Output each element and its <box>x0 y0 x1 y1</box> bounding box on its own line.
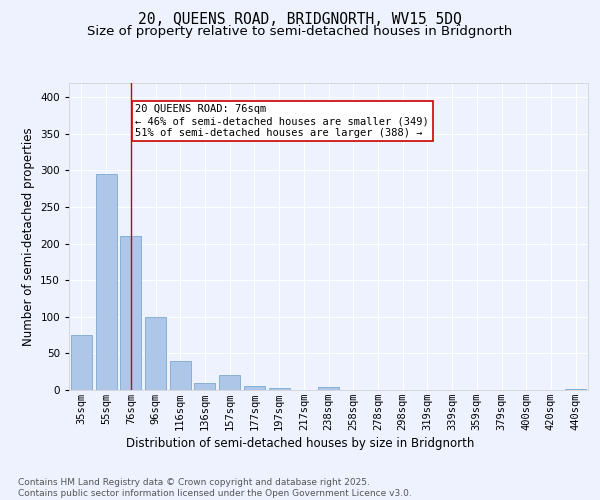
Bar <box>170 360 191 390</box>
Bar <box>318 387 339 390</box>
Bar <box>95 174 116 390</box>
Bar <box>219 376 240 390</box>
Bar <box>71 335 92 390</box>
Bar <box>194 382 215 390</box>
Bar <box>244 386 265 390</box>
Bar <box>269 388 290 390</box>
Text: 20 QUEENS ROAD: 76sqm
← 46% of semi-detached houses are smaller (349)
51% of sem: 20 QUEENS ROAD: 76sqm ← 46% of semi-deta… <box>135 104 429 138</box>
Text: Contains HM Land Registry data © Crown copyright and database right 2025.
Contai: Contains HM Land Registry data © Crown c… <box>18 478 412 498</box>
Bar <box>565 388 586 390</box>
Bar <box>145 317 166 390</box>
Bar <box>120 236 141 390</box>
Y-axis label: Number of semi-detached properties: Number of semi-detached properties <box>22 127 35 346</box>
Text: Size of property relative to semi-detached houses in Bridgnorth: Size of property relative to semi-detach… <box>88 25 512 38</box>
Text: Distribution of semi-detached houses by size in Bridgnorth: Distribution of semi-detached houses by … <box>126 438 474 450</box>
Text: 20, QUEENS ROAD, BRIDGNORTH, WV15 5DQ: 20, QUEENS ROAD, BRIDGNORTH, WV15 5DQ <box>138 12 462 28</box>
